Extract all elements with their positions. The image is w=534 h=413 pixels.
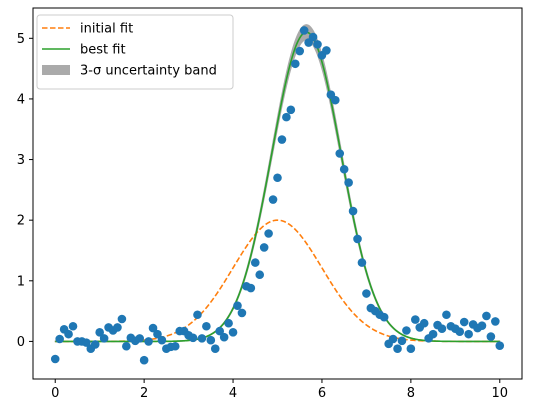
- data-point: [437, 324, 447, 333]
- data-point: [411, 315, 420, 324]
- data-point: [290, 59, 300, 69]
- x-tick-label: 4: [229, 386, 237, 401]
- x-tick-label: 2: [140, 386, 148, 401]
- data-point: [495, 341, 505, 350]
- data-point: [264, 229, 273, 238]
- data-point: [55, 334, 64, 344]
- data-point: [322, 46, 331, 55]
- data-point: [95, 328, 104, 337]
- data-point: [255, 270, 265, 280]
- data-point: [237, 308, 247, 318]
- data-point: [153, 329, 162, 339]
- data-point: [219, 332, 229, 342]
- data-point: [148, 323, 158, 333]
- data-point: [344, 178, 353, 187]
- data-point: [68, 321, 78, 331]
- data-point: [482, 311, 491, 321]
- data-point: [197, 334, 207, 343]
- data-point: [308, 32, 318, 42]
- data-point: [135, 334, 144, 343]
- y-tick-label: 0: [17, 335, 25, 350]
- data-point: [397, 336, 407, 346]
- legend-swatch: [42, 65, 70, 75]
- data-point: [157, 335, 167, 345]
- data-point: [330, 95, 340, 105]
- x-axis-ticks: 0 2 4 6 8 10: [51, 379, 508, 401]
- data-point: [215, 326, 225, 336]
- data-point: [459, 317, 469, 327]
- data-point: [113, 323, 122, 332]
- data-points: [50, 26, 505, 365]
- x-tick-label: 10: [491, 386, 508, 401]
- data-point: [233, 301, 242, 310]
- legend-label: initial fit: [80, 22, 133, 37]
- x-tick-label: 8: [407, 386, 415, 401]
- data-point: [224, 318, 233, 328]
- x-tick-label: 0: [51, 386, 59, 401]
- data-point: [122, 341, 131, 351]
- legend: initial fit best fit 3-σ uncertainty band: [36, 14, 234, 90]
- data-point: [144, 337, 153, 346]
- data-point: [455, 327, 465, 337]
- y-axis-ticks: 0 1 2 3 4 5: [17, 32, 33, 350]
- data-point: [90, 340, 100, 349]
- data-point: [277, 135, 287, 144]
- x-tick-label: 6: [318, 386, 326, 401]
- data-point: [286, 105, 296, 115]
- data-point: [353, 234, 362, 244]
- y-tick-label: 4: [17, 92, 25, 107]
- data-point: [464, 329, 473, 339]
- data-point: [82, 338, 91, 347]
- y-tick-label: 1: [17, 274, 25, 289]
- data-point: [206, 335, 216, 345]
- data-point: [335, 149, 345, 158]
- data-point: [313, 40, 322, 49]
- data-point: [250, 258, 260, 267]
- data-point: [406, 344, 416, 353]
- data-point: [99, 334, 109, 343]
- data-point: [428, 329, 438, 339]
- legend-label: 3-σ uncertainty band: [80, 64, 217, 79]
- data-point: [117, 314, 127, 324]
- data-point: [273, 173, 282, 183]
- data-point: [50, 354, 60, 364]
- data-point: [419, 318, 429, 328]
- data-point: [339, 164, 349, 174]
- data-point: [210, 344, 220, 353]
- data-point: [388, 334, 398, 344]
- y-tick-label: 5: [17, 32, 25, 47]
- data-point: [64, 329, 73, 339]
- data-point: [442, 310, 451, 320]
- data-point: [393, 344, 402, 353]
- legend-label: best fit: [80, 43, 126, 58]
- data-point: [259, 243, 269, 252]
- plot-frame: [32, 7, 523, 380]
- data-point: [228, 328, 238, 337]
- data-point: [348, 206, 358, 216]
- data-point: [202, 321, 211, 331]
- y-tick-label: 3: [17, 153, 25, 168]
- data-point: [379, 312, 389, 322]
- legend-box: [36, 14, 234, 90]
- data-point: [491, 317, 500, 326]
- data-point: [402, 326, 411, 335]
- data-point: [188, 333, 198, 343]
- data-point: [295, 46, 305, 56]
- data-point: [299, 26, 309, 35]
- data-point: [282, 112, 291, 122]
- data-point: [486, 332, 496, 341]
- data-point: [357, 258, 367, 267]
- data-point: [246, 283, 256, 293]
- data-point: [362, 289, 371, 298]
- y-tick-label: 2: [17, 214, 25, 229]
- data-point: [193, 310, 202, 320]
- data-point: [139, 355, 149, 365]
- data-point: [268, 195, 278, 204]
- data-point: [170, 341, 180, 351]
- data-point: [477, 321, 487, 330]
